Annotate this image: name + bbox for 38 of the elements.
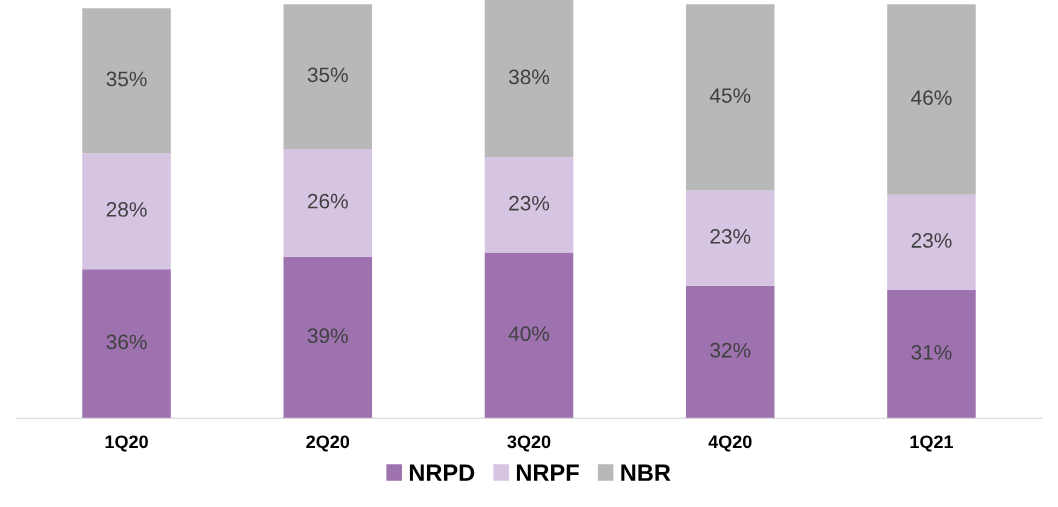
data-label: 32% — [710, 342, 751, 358]
bar — [887, 4, 976, 195]
bar — [283, 256, 373, 419]
bar — [82, 269, 171, 419]
data-label: 35% — [307, 67, 348, 83]
data-label: 36% — [106, 334, 147, 350]
bar — [685, 190, 775, 286]
x-tick-label: 2Q20 — [306, 435, 350, 452]
data-label: 39% — [307, 328, 348, 344]
bar — [685, 285, 775, 419]
x-tick-label: 4Q20 — [708, 435, 752, 452]
bar — [82, 8, 171, 154]
data-label: 45% — [709, 88, 751, 103]
bar — [887, 289, 976, 419]
bar — [685, 4, 775, 191]
legend-label: NRPF — [516, 464, 579, 481]
bar — [484, 0, 574, 158]
data-label: 23% — [911, 233, 952, 248]
bar — [283, 4, 373, 150]
x-tick-label: 3Q20 — [507, 435, 551, 452]
bar — [484, 252, 574, 419]
bar — [82, 153, 171, 270]
legend-label: NRPD — [409, 464, 475, 481]
data-label: 28% — [106, 202, 147, 217]
x-tick-label: 1Q20 — [105, 435, 148, 452]
data-label: 35% — [106, 71, 147, 87]
bar — [484, 157, 574, 253]
bar — [887, 194, 976, 290]
bar — [283, 149, 373, 257]
data-label: 46% — [911, 90, 952, 105]
data-label: 23% — [710, 228, 751, 244]
legend-label: NBR — [621, 464, 671, 481]
data-label: 26% — [307, 193, 348, 209]
data-label: 23% — [509, 195, 550, 211]
data-label: 40% — [508, 326, 550, 342]
x-tick-label: 1Q21 — [910, 435, 954, 452]
data-label: 38% — [508, 69, 550, 85]
data-label: 31% — [911, 344, 952, 360]
